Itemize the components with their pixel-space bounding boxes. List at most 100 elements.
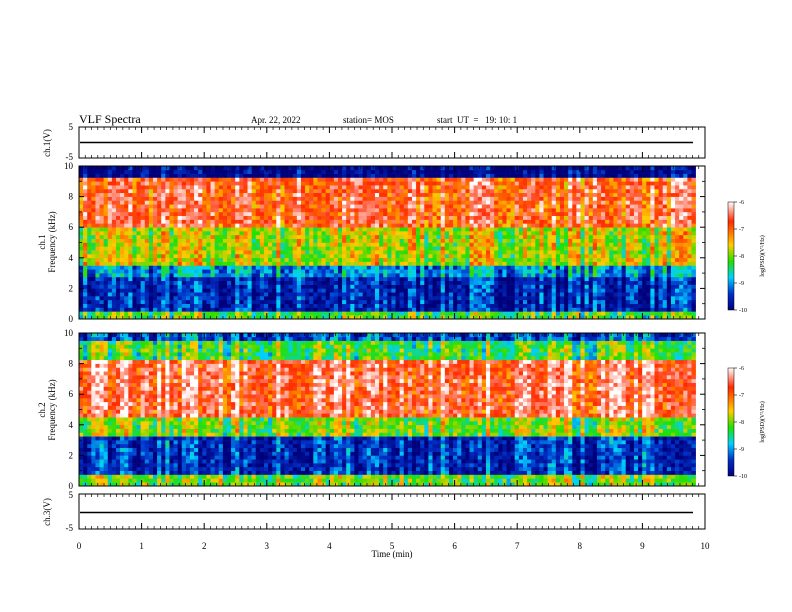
spectrogram-cell — [494, 242, 499, 247]
spectrogram-cell — [165, 166, 170, 171]
spectrogram-cell — [477, 215, 483, 220]
spectrogram-cell — [116, 234, 121, 239]
spectrogram-cell — [111, 303, 117, 308]
spectrogram-cell — [518, 265, 524, 270]
spectrogram-cell — [481, 223, 487, 228]
spectrogram-cell — [218, 269, 224, 274]
spectrogram-cell — [506, 284, 511, 289]
spectrogram-cell — [407, 204, 413, 209]
spectrogram-cell — [370, 219, 376, 224]
spectrogram-cell — [198, 311, 203, 316]
spectrogram-cell — [181, 299, 187, 304]
spectrogram-cell — [481, 269, 487, 274]
spectrogram-cell — [296, 265, 302, 270]
spectrogram-cell — [239, 196, 244, 201]
spectrogram-cell — [461, 181, 466, 186]
spectrogram-cell — [461, 250, 466, 255]
spectrogram-cell — [518, 261, 524, 266]
spectrogram-cell — [214, 284, 220, 289]
spectrogram-cell — [477, 231, 483, 236]
spectrogram-cell — [177, 250, 183, 255]
spectrogram-cell — [173, 242, 178, 247]
spectrogram-cell — [161, 296, 166, 301]
spectrogram-cell — [280, 234, 285, 239]
spectrogram-cell — [288, 269, 294, 274]
spectrogram-cell — [481, 231, 487, 236]
spectrogram-cell — [543, 219, 548, 224]
spectrogram-cell — [124, 196, 129, 201]
spectrogram-cell — [436, 177, 442, 182]
spectrogram-cell — [547, 269, 553, 274]
spectrogram-cell — [485, 269, 491, 274]
spectrogram-cell — [87, 238, 92, 243]
spectrogram-cell — [506, 166, 511, 171]
spectrogram-cell — [292, 296, 298, 301]
spectrogram-cell — [148, 288, 154, 293]
spectrogram-cell — [144, 204, 150, 209]
spectrogram-cell — [527, 288, 532, 293]
spectrogram-cell — [535, 223, 540, 228]
spectrogram-cell — [411, 296, 417, 301]
spectrogram-cell — [194, 219, 199, 224]
spectrogram-cell — [436, 250, 442, 255]
spectrogram-cell — [296, 227, 302, 232]
spectrogram-cell — [374, 288, 380, 293]
spectrogram-cell — [194, 227, 199, 232]
spectrogram-cell — [222, 299, 228, 304]
spectrogram-cell — [506, 173, 511, 178]
spectrogram-cell — [210, 253, 215, 259]
spectrogram-cell — [103, 215, 109, 220]
spectrogram-cell — [420, 292, 425, 297]
spectrogram-cell — [202, 223, 207, 228]
spectrogram-cell — [214, 177, 220, 182]
spectrogram-cell — [531, 246, 536, 251]
spectrogram-cell — [218, 231, 224, 236]
spectrogram-cell — [448, 246, 454, 251]
spectrogram-cell — [473, 242, 479, 247]
spectrogram-cell — [428, 280, 433, 285]
spectrogram-cell — [333, 196, 339, 201]
spectrogram-cell — [288, 307, 294, 312]
spectrogram-cell — [461, 284, 466, 289]
spectrogram-cell — [416, 188, 421, 194]
spectrogram-cell — [522, 284, 528, 289]
spectrogram-cell — [547, 307, 553, 312]
spectrogram-cell — [169, 169, 174, 174]
spectrogram-cell — [498, 307, 503, 312]
spectrogram-cell — [399, 223, 405, 228]
spectrogram-cell — [157, 227, 162, 232]
spectrogram-cell — [79, 208, 84, 213]
spectrogram-cell — [79, 173, 84, 178]
spectrogram-cell — [206, 173, 211, 178]
spectrogram-cell — [107, 173, 113, 178]
spectrogram-cell — [411, 166, 417, 171]
spectrogram-cell — [194, 177, 199, 182]
spectrogram-cell — [317, 227, 322, 232]
spectrogram-cell — [313, 265, 318, 270]
spectrogram-cell — [564, 261, 569, 266]
spectrogram-cell — [103, 227, 109, 232]
spectrogram-cell — [555, 200, 561, 205]
spectrogram-cell — [564, 299, 569, 304]
spectrogram-cell — [374, 261, 380, 266]
spectrogram-cell — [453, 223, 458, 228]
spectrogram-cell — [551, 265, 557, 270]
spectrogram-cell — [173, 227, 178, 232]
spectrogram-cell — [251, 204, 257, 209]
spectrogram-cell — [165, 192, 170, 197]
spectrogram-cell — [387, 299, 392, 304]
spectrogram-cell — [161, 208, 166, 213]
spectrogram-cell — [354, 303, 359, 308]
spectrogram-cell — [309, 185, 314, 190]
spectrogram-cell — [91, 265, 96, 270]
spectrogram-cell — [543, 311, 548, 316]
spectrogram-cell — [535, 303, 540, 308]
spectrogram-cell — [510, 296, 516, 301]
spectrogram-cell — [280, 208, 285, 213]
spectrogram-cell — [387, 215, 392, 220]
spectrogram-cell — [469, 169, 474, 174]
spectrogram-cell — [465, 292, 470, 297]
spectrogram-cell — [502, 246, 507, 251]
spectrogram-cell — [399, 280, 405, 285]
spectrogram-cell — [292, 208, 298, 213]
